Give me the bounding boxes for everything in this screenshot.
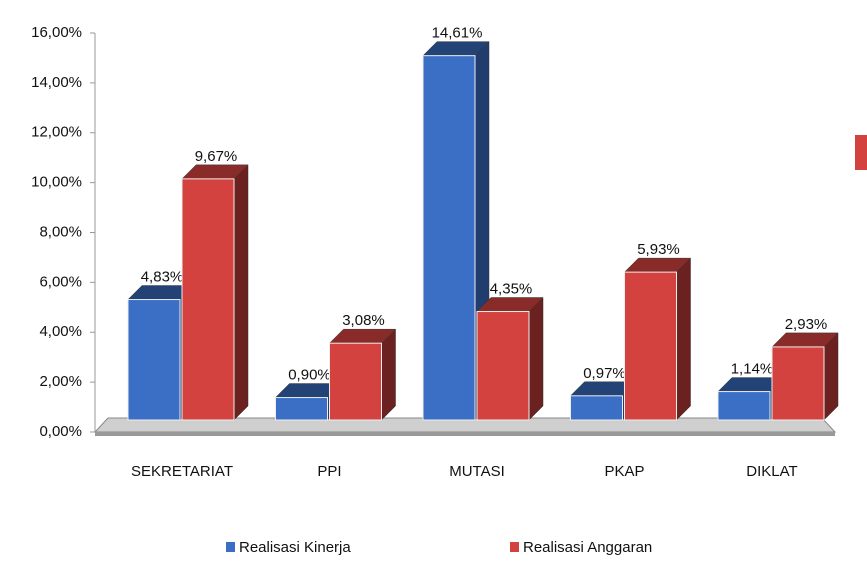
bar-side (233, 164, 249, 421)
legend-label: Realisasi Kinerja (239, 539, 351, 556)
y-tick-label: 10,00% (31, 174, 82, 191)
bar (476, 311, 530, 421)
x-tick-label: PKAP (604, 463, 644, 480)
bar-side (381, 328, 396, 421)
bar (717, 391, 771, 421)
legend-swatch (226, 542, 235, 552)
floor-edge (95, 432, 835, 436)
y-tick-label: 4,00% (39, 323, 82, 340)
data-label: 3,08% (342, 312, 385, 329)
bar (275, 397, 328, 421)
x-tick-label: DIKLAT (746, 463, 797, 480)
bar (181, 178, 235, 421)
data-label: 5,93% (637, 241, 680, 258)
y-tick-label: 16,00% (31, 24, 82, 41)
bar (570, 395, 623, 421)
y-tick-label: 12,00% (31, 124, 82, 141)
y-tick-label: 8,00% (39, 223, 82, 240)
bar-side (823, 332, 839, 421)
y-tick-label: 0,00% (39, 423, 82, 440)
bar (624, 271, 677, 421)
data-label: 14,61% (432, 25, 483, 42)
data-label: 4,35% (490, 280, 533, 297)
bar (771, 346, 825, 421)
legend-swatch (510, 542, 519, 552)
data-label: 0,90% (288, 367, 331, 384)
bar-side (528, 296, 544, 421)
bar-side (676, 257, 691, 421)
data-label: 9,67% (195, 148, 238, 165)
x-tick-label: PPI (317, 463, 341, 480)
y-tick-label: 14,00% (31, 74, 82, 91)
bar (422, 55, 476, 421)
x-tick-label: SEKRETARIAT (131, 463, 233, 480)
bar (329, 342, 382, 421)
data-label: 4,83% (141, 269, 184, 286)
x-tick-label: MUTASI (449, 463, 505, 480)
y-tick-label: 6,00% (39, 273, 82, 290)
cut-legend-swatch (855, 135, 867, 170)
y-tick-label: 2,00% (39, 373, 82, 390)
data-label: 1,14% (731, 361, 774, 378)
legend-label: Realisasi Anggaran (523, 539, 652, 556)
bar (127, 299, 181, 421)
data-label: 0,97% (583, 365, 626, 382)
data-label: 2,93% (785, 316, 828, 333)
